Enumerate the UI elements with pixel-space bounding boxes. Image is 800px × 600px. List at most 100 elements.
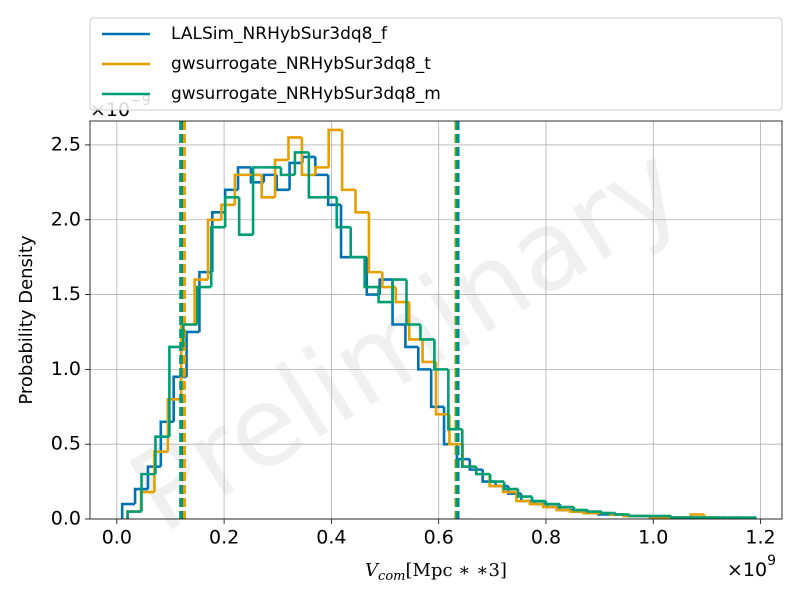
histogram-bin bbox=[273, 158, 289, 198]
histogram-bin bbox=[741, 516, 757, 519]
histogram-bin bbox=[600, 511, 616, 515]
y-tick-label: 1.0 bbox=[51, 358, 81, 380]
histogram-bin bbox=[555, 507, 571, 512]
histogram-bin bbox=[154, 435, 170, 475]
histogram-bin bbox=[349, 227, 365, 259]
histogram-bin bbox=[614, 513, 630, 516]
histogram-bin bbox=[327, 128, 343, 168]
histogram-bin bbox=[209, 225, 226, 288]
histogram-bin bbox=[572, 507, 588, 512]
histogram-bin bbox=[236, 166, 251, 190]
histogram-bin bbox=[502, 481, 519, 491]
histogram-bin bbox=[182, 323, 198, 347]
legend: LALSim_NRHybSur3dq8_f gwsurrogate_NRHybSu… bbox=[89, 17, 783, 111]
histogram-bin bbox=[416, 346, 432, 371]
histogram-bin bbox=[541, 504, 557, 509]
histogram-bin bbox=[530, 496, 546, 503]
histogram-bin bbox=[407, 302, 423, 341]
histogram-bin bbox=[429, 369, 445, 409]
x-label-base: V bbox=[365, 560, 380, 581]
y-axis-label: Probability Density bbox=[16, 235, 37, 405]
histogram-bin bbox=[260, 174, 276, 199]
histogram-bin bbox=[314, 166, 329, 175]
histogram-bin bbox=[377, 287, 393, 304]
x-offset: ×109 bbox=[727, 553, 776, 581]
histogram-bin bbox=[568, 510, 584, 513]
histogram-bin bbox=[168, 345, 184, 437]
histogram-bin bbox=[447, 369, 463, 431]
x-tick-label: 0.2 bbox=[209, 527, 239, 549]
histogram-bin bbox=[544, 501, 560, 506]
histogram-bin bbox=[126, 510, 142, 519]
x-label-rest: [Mpc ∗ ∗3] bbox=[405, 560, 506, 581]
histogram-bin bbox=[279, 167, 295, 177]
histogram-bin bbox=[582, 511, 597, 515]
histogram-bin bbox=[300, 137, 316, 177]
histogram-bin bbox=[516, 489, 533, 498]
histogram-bin bbox=[586, 510, 602, 513]
x-tick-label: 1.0 bbox=[638, 527, 668, 549]
histogram-bin bbox=[223, 196, 240, 228]
histogram-bin bbox=[404, 324, 419, 349]
histogram-bin bbox=[340, 129, 356, 192]
legend-label: LALSim_NRHybSur3dq8_f bbox=[171, 24, 388, 44]
histogram-bin bbox=[293, 151, 309, 175]
x-offset-exponent: 9 bbox=[767, 553, 776, 569]
histogram-bin bbox=[419, 324, 435, 341]
histogram-bin bbox=[474, 466, 491, 476]
histogram-bin bbox=[195, 285, 212, 325]
y-tick-label: 0.5 bbox=[51, 433, 81, 455]
histogram-bin bbox=[528, 501, 544, 506]
histogram-bin bbox=[365, 257, 380, 296]
histogram-bin bbox=[558, 504, 574, 509]
histogram-bin bbox=[367, 212, 383, 274]
histogram-bin bbox=[670, 516, 686, 519]
histogram-bin bbox=[211, 210, 226, 273]
plot-frame bbox=[89, 120, 783, 520]
histogram-bin bbox=[354, 189, 369, 214]
histogram-bin bbox=[421, 339, 436, 364]
y-tick-label: 1.5 bbox=[51, 283, 81, 305]
x-tick-label: 1.2 bbox=[745, 527, 775, 549]
x-tick-label: 0.8 bbox=[531, 527, 561, 549]
x-tick-label: 0.4 bbox=[316, 527, 346, 549]
histogram-bin bbox=[237, 197, 254, 237]
histogram-bin bbox=[251, 166, 268, 235]
histogram-bin bbox=[335, 197, 351, 229]
histogram-bin bbox=[206, 218, 222, 280]
x-label-subscript: com bbox=[378, 569, 405, 584]
histogram-bin bbox=[287, 136, 302, 160]
histogram-bin bbox=[460, 429, 477, 468]
histogram-bin bbox=[275, 174, 290, 192]
x-tick-label: 0.0 bbox=[102, 527, 132, 549]
histogram-bin bbox=[468, 459, 483, 471]
histogram-bin bbox=[488, 474, 505, 483]
histogram-bin bbox=[628, 514, 644, 518]
y-tick-label: 0.0 bbox=[51, 508, 81, 530]
histogram-bin bbox=[314, 156, 329, 177]
histogram-bin bbox=[405, 279, 421, 326]
histogram-bin bbox=[193, 278, 209, 325]
histogram-bin bbox=[220, 203, 235, 220]
histogram-bin bbox=[133, 487, 148, 505]
histogram-bin bbox=[185, 330, 200, 377]
histogram-bin bbox=[394, 287, 410, 304]
histogram-bin bbox=[249, 167, 264, 184]
histogram-bin bbox=[233, 173, 249, 205]
legend-box bbox=[89, 17, 783, 111]
y-tick-label: 2.5 bbox=[51, 133, 81, 155]
x-offset-base: ×10 bbox=[727, 559, 767, 581]
histogram-bin bbox=[262, 173, 277, 183]
x-tick-label: 0.6 bbox=[424, 527, 454, 549]
legend-label: gwsurrogate_NRHybSur3dq8_t bbox=[171, 54, 431, 74]
histogram-bin bbox=[515, 492, 530, 503]
x-axis-label: Vcom[Mpc ∗ ∗3] bbox=[365, 560, 507, 584]
histogram-bin bbox=[363, 257, 379, 289]
y-tick-label: 2.0 bbox=[51, 208, 81, 230]
histogram-bin bbox=[307, 152, 323, 199]
histogram-bin bbox=[120, 502, 136, 519]
histogram-bin bbox=[140, 472, 156, 512]
legend-label: gwsurrogate_NRHybSur3dq8_m bbox=[171, 84, 441, 104]
histogram-bin bbox=[434, 361, 450, 416]
